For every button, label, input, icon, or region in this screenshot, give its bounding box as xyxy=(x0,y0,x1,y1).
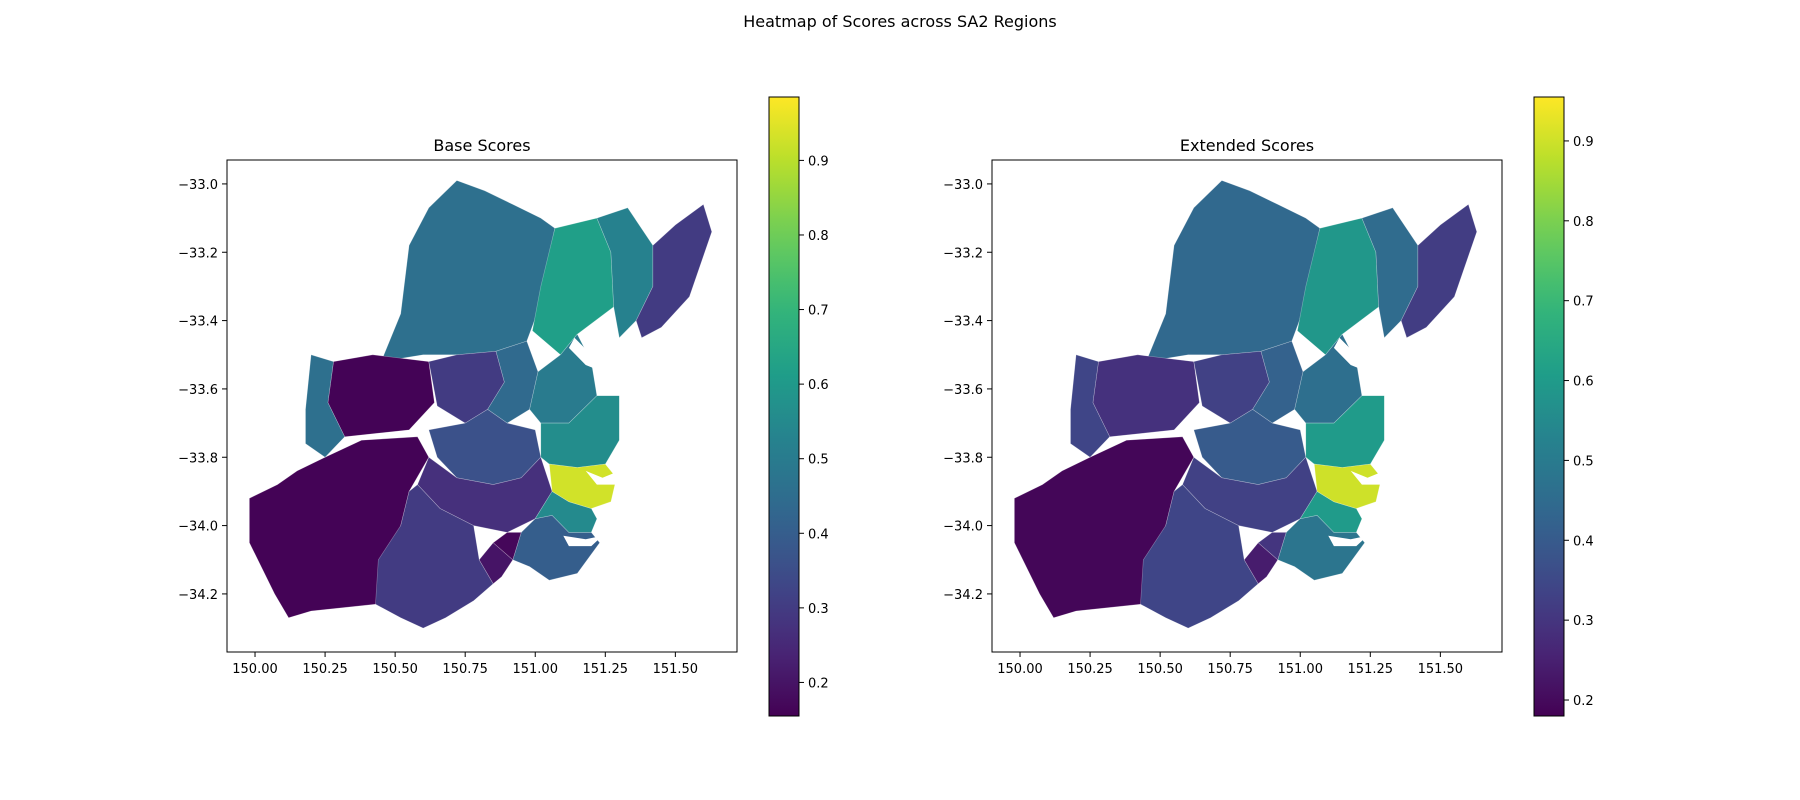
y-tick-label: −34.2 xyxy=(178,588,218,603)
y-tick-label: −33.0 xyxy=(943,178,983,193)
y-tick-label: −33.0 xyxy=(178,178,218,193)
x-tick-label: 150.25 xyxy=(1067,662,1113,677)
region-southern-highlands-north xyxy=(478,542,514,585)
panel-title: Base Scores xyxy=(433,136,530,155)
x-tick-label: 150.00 xyxy=(997,662,1043,677)
y-tick-label: −33.2 xyxy=(943,246,983,261)
colorbar-tick-label: 0.7 xyxy=(808,304,829,319)
x-tick-label: 151.50 xyxy=(653,662,699,677)
water-body xyxy=(568,337,609,372)
panel-2: Extended Scores 150.00 150.25 150.50 150.75 1… xyxy=(943,96,1594,717)
colorbar-tick-label: 0.4 xyxy=(1573,534,1594,549)
region-northern-beaches xyxy=(1400,203,1478,339)
region-macarthur xyxy=(375,484,494,629)
region-northern-beaches xyxy=(635,203,713,339)
colorbar-tick-label: 0.4 xyxy=(808,527,829,542)
y-tick-label: −34.0 xyxy=(178,520,218,535)
y-tick-label: −33.4 xyxy=(178,315,218,330)
axes-frame xyxy=(991,159,1503,653)
x-tick-label: 151.25 xyxy=(1348,662,1394,677)
x-tick-label: 151.00 xyxy=(1277,662,1323,677)
axes-frame xyxy=(226,159,738,653)
colorbar-tick-label: 0.3 xyxy=(1573,614,1594,629)
colorbar-tick-label: 0.2 xyxy=(808,676,829,691)
colorbar xyxy=(1533,96,1565,717)
region-north-west xyxy=(380,180,556,362)
region-north-west-central xyxy=(1252,340,1304,424)
colorbar-tick-label: 0.8 xyxy=(1573,215,1594,230)
region-blue-mountains-west xyxy=(1092,354,1200,438)
region-macarthur xyxy=(1140,484,1259,629)
region-sutherland xyxy=(1277,514,1366,581)
water-body xyxy=(1350,470,1385,485)
colorbar-tick-label: 0.5 xyxy=(808,453,829,468)
water-body xyxy=(1328,535,1368,547)
y-tick-label: −33.6 xyxy=(178,383,218,398)
region-royal-national-park xyxy=(492,532,522,561)
y-tick-label: −33.4 xyxy=(943,315,983,330)
y-tick-label: −34.2 xyxy=(943,588,983,603)
y-tick-label: −33.6 xyxy=(943,383,983,398)
region-sutherland xyxy=(512,514,601,581)
x-tick-label: 151.00 xyxy=(512,662,558,677)
region-south-west xyxy=(1182,456,1318,533)
y-tick-label: −33.2 xyxy=(178,246,218,261)
colorbar-tick-label: 0.6 xyxy=(1573,375,1594,390)
x-tick-label: 150.50 xyxy=(1137,662,1183,677)
x-tick-label: 150.75 xyxy=(1207,662,1253,677)
region-ryde-north-shore xyxy=(1305,395,1385,468)
y-tick-label: −34.0 xyxy=(943,520,983,535)
region-southern-highlands-north xyxy=(1243,542,1279,585)
region-inner-city xyxy=(1313,463,1382,509)
x-tick-label: 150.75 xyxy=(442,662,488,677)
region-blue-mountains-east xyxy=(305,354,346,458)
colorbar-tick-label: 0.6 xyxy=(808,378,829,393)
region-st-george xyxy=(1299,490,1363,533)
region-ryde-north-shore xyxy=(540,395,620,468)
water-body xyxy=(563,535,603,547)
region-north-west-central xyxy=(487,340,539,424)
choropleth-map xyxy=(249,180,713,629)
colorbar xyxy=(768,96,800,717)
colorbar-tick-label: 0.9 xyxy=(808,154,829,169)
colorbar-tick-label: 0.2 xyxy=(1573,694,1594,709)
colorbar-tick-label: 0.7 xyxy=(1573,295,1594,310)
y-tick-label: −33.8 xyxy=(178,451,218,466)
region-inner-city xyxy=(548,463,617,509)
x-tick-label: 150.50 xyxy=(372,662,418,677)
x-tick-label: 151.25 xyxy=(583,662,629,677)
choropleth-map xyxy=(1014,180,1478,629)
colorbar-tick-label: 0.8 xyxy=(808,229,829,244)
panels: Base Scores 150.00 150.25 150.50 150.75 151.0… xyxy=(178,96,1594,717)
y-tick-label: −33.8 xyxy=(943,451,983,466)
water-body xyxy=(585,470,620,485)
panel-title: Extended Scores xyxy=(1180,136,1314,155)
colorbar-tick-label: 0.3 xyxy=(808,602,829,617)
region-blue-mountains-east xyxy=(1070,354,1111,458)
colorbar-tick-label: 0.9 xyxy=(1573,135,1594,150)
region-blue-mountains-west xyxy=(327,354,435,438)
x-tick-label: 151.50 xyxy=(1418,662,1464,677)
x-tick-label: 150.25 xyxy=(302,662,348,677)
panel-1: Base Scores 150.00 150.25 150.50 150.75 151.0… xyxy=(178,96,829,717)
region-royal-national-park xyxy=(1257,532,1287,561)
colorbar-tick-label: 0.5 xyxy=(1573,454,1594,469)
figure-title: Heatmap of Scores across SA2 Regions xyxy=(743,12,1056,31)
water-body xyxy=(1333,337,1374,372)
x-tick-label: 150.00 xyxy=(232,662,278,677)
region-north-west xyxy=(1145,180,1321,362)
